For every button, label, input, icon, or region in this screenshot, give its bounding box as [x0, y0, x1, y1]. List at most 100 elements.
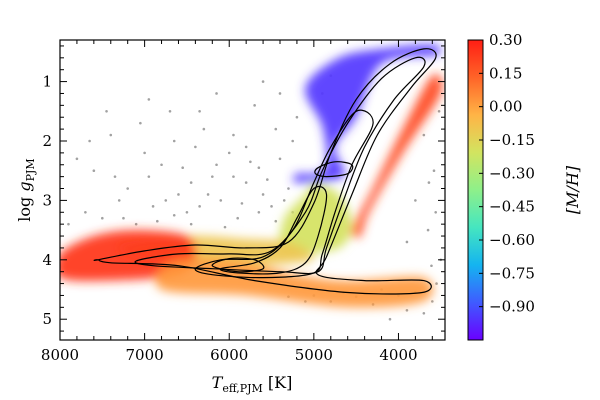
density-region-turnoff-hot [60, 230, 197, 282]
scatter-point [84, 210, 87, 214]
scatter-point [430, 264, 433, 268]
scatter-point [181, 166, 184, 170]
density-region-rgb-lower [279, 182, 352, 255]
colorbar-tick-label: −0.45 [489, 198, 535, 216]
colorbar-tick-label: 0.30 [489, 31, 522, 49]
scatter-point [88, 139, 91, 143]
scatter-point [244, 181, 248, 184]
y-label-main: log [15, 192, 34, 222]
scatter-point [139, 121, 142, 125]
scatter-point [172, 139, 176, 143]
scatter-point [164, 199, 168, 202]
plot-area [60, 44, 443, 321]
scatter-point [422, 133, 426, 137]
colorbar-tick-label: −0.15 [489, 131, 535, 149]
scatter-point [278, 157, 282, 161]
scatter-point [177, 193, 180, 196]
scatter-point [101, 216, 104, 220]
scatter-point [240, 202, 244, 205]
contours-group [93, 48, 437, 295]
scatter-point [414, 199, 417, 202]
scatter-point [126, 187, 129, 190]
scatter-point [257, 210, 261, 214]
scatter-point [168, 109, 172, 113]
scatter-point [198, 205, 201, 208]
scatter-point [189, 222, 193, 226]
scatter-point [215, 163, 218, 167]
scatter-point [156, 219, 159, 223]
colorbar-tick-label: −0.30 [489, 164, 535, 182]
contour-line-2 [134, 56, 426, 275]
colorbar-tick-label: −0.60 [489, 231, 535, 249]
scatter-point [147, 98, 151, 101]
scatter-point [113, 175, 117, 178]
scatter-point [435, 282, 438, 285]
x-label-sub: eff,PJM [222, 382, 263, 395]
scatter-point [117, 199, 121, 202]
scatter-point [287, 187, 290, 190]
contour-line-4 [219, 185, 328, 275]
scatter-point [160, 163, 163, 167]
scatter-point [223, 225, 227, 229]
density-region-metal-rich-rgb-edge [351, 73, 443, 238]
y-axis-ticks: 1 2 3 4 5 [42, 45, 445, 332]
scatter-point [109, 133, 113, 137]
scatter-point [274, 219, 278, 223]
scatter-point [274, 127, 278, 131]
scatter-point [189, 181, 193, 184]
y-label-var: g [15, 181, 34, 191]
scatter-point [405, 308, 409, 312]
scatter-point [422, 311, 426, 315]
x-label-unit: [K] [263, 373, 293, 392]
scatter-point [257, 166, 261, 170]
contour-line-3 [194, 109, 374, 279]
scatter-point [426, 228, 430, 232]
colorbar-label: [M/H] [563, 165, 582, 214]
scatter-point [206, 193, 210, 196]
scatter-point [194, 145, 197, 149]
x-label-main: T [212, 373, 224, 392]
y-tick-label: 1 [42, 73, 52, 91]
scatter-point [211, 175, 214, 178]
scatter-point [278, 92, 282, 95]
colorbar [467, 39, 484, 341]
scatter-point [270, 205, 273, 208]
scatter-point [291, 139, 294, 143]
scatter-point [249, 160, 252, 164]
scatter-point [67, 222, 70, 226]
scatter-point [198, 109, 201, 113]
colorbar-tick-label: 0.00 [489, 98, 522, 116]
contour-line-1 [93, 48, 437, 295]
colorbar-tick-label: −0.90 [489, 298, 535, 316]
scatter-point [134, 222, 138, 226]
scatter-point [122, 216, 125, 220]
scatter-point [244, 145, 248, 149]
scatter-point [295, 115, 299, 119]
scatter-point [143, 151, 146, 155]
scatter-point [261, 80, 265, 83]
contour-line-6 [211, 257, 265, 273]
scatter-point [227, 151, 231, 155]
y-tick-label: 3 [42, 191, 52, 209]
scatter-point [236, 216, 239, 220]
scatter-point [219, 199, 223, 202]
scatter-point [75, 157, 79, 161]
scatter-point [232, 175, 235, 178]
scatter-point [431, 300, 434, 303]
scatter-point [434, 210, 437, 214]
x-axis-label: Teff,PJM [K] [212, 373, 293, 395]
scatter-point [105, 109, 108, 113]
scatter-point [202, 127, 206, 131]
y-tick-label: 2 [42, 132, 52, 150]
colorbar-ticks: 0.30 0.15 0.00 −0.15 −0.30 −0.45 −0.60 −0.75 −0.… [479, 31, 535, 316]
scatter-point [232, 133, 235, 137]
scatter-point [427, 181, 431, 184]
scatter-point [282, 199, 286, 202]
scatter-point [215, 92, 218, 95]
scatter-point [261, 193, 265, 196]
plot-frame [59, 39, 446, 341]
scatter-point [266, 178, 269, 181]
scatter-point [388, 317, 392, 321]
scatter-point [405, 240, 409, 244]
y-label-sub: PJM [24, 158, 37, 181]
